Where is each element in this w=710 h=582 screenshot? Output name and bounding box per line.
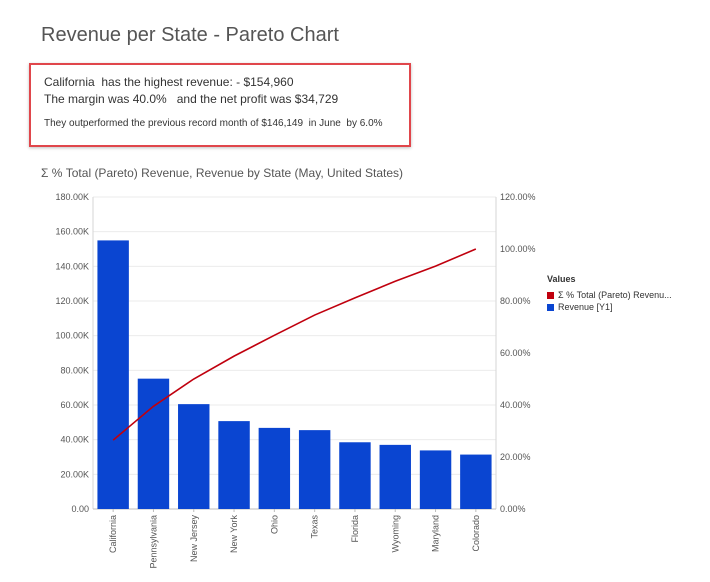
legend-item-revenue[interactable]: Revenue [Y1] — [547, 301, 672, 313]
y-left-tick-label: 100.00K — [55, 331, 89, 341]
x-tick-label: Maryland — [431, 515, 441, 552]
bar-texas — [298, 430, 331, 509]
x-tick-label: Texas — [310, 515, 320, 539]
y-right-tick-label: 100.00% — [500, 244, 536, 254]
y-right-tick-label: 80.00% — [500, 296, 531, 306]
page-title: Revenue per State - Pareto Chart — [41, 24, 339, 46]
y-left-tick-label: 180.00K — [55, 192, 89, 202]
y-right-tick-label: 40.00% — [500, 400, 531, 410]
callout-line-highest-revenue: California has the highest revenue: - $1… — [44, 75, 294, 89]
y-right-tick-label: 120.00% — [500, 192, 536, 202]
y-left-tick-label: 120.00K — [55, 296, 89, 306]
legend-item-pareto[interactable]: Σ % Total (Pareto) Revenu... — [547, 289, 672, 301]
bar-new-york — [218, 421, 250, 509]
legend-swatch-pareto — [547, 291, 554, 299]
x-tick-label: Florida — [350, 515, 360, 543]
chart-title: Σ % Total (Pareto) Revenue, Revenue by S… — [41, 166, 404, 180]
bar-new-jersey — [178, 404, 210, 509]
y-left-tick-label: 80.00K — [60, 365, 89, 375]
y-right-tick-label: 0.00% — [500, 504, 526, 514]
x-tick-label: California — [108, 515, 118, 553]
legend-label-revenue: Revenue [Y1] — [558, 302, 613, 312]
highlight-callout: California has the highest revenue: - $1… — [29, 63, 411, 147]
x-tick-label: Colorado — [471, 515, 481, 552]
chart-legend: Values Σ % Total (Pareto) Revenu... Reve… — [547, 274, 672, 313]
x-tick-label: New York — [229, 515, 239, 554]
bar-california — [97, 240, 129, 510]
y-left-tick-label: 60.00K — [60, 400, 89, 410]
y-left-tick-label: 20.00K — [60, 469, 89, 479]
bar-pennsylvania — [137, 378, 170, 509]
bar-maryland — [419, 450, 452, 509]
y-left-tick-label: 40.00K — [60, 435, 89, 445]
y-right-tick-label: 60.00% — [500, 348, 531, 358]
legend-swatch-revenue — [547, 303, 554, 311]
x-tick-label: Wyoming — [390, 515, 400, 552]
y-left-tick-label: 140.00K — [55, 261, 89, 271]
x-tick-label: Pennsylvania — [148, 515, 158, 569]
bar-florida — [339, 442, 371, 509]
callout-line-margin: The margin was 40.0% and the net profit … — [44, 92, 339, 106]
legend-label-pareto: Σ % Total (Pareto) Revenu... — [558, 290, 672, 300]
y-left-tick-label: 0.00 — [71, 504, 89, 514]
callout-line-record: They outperformed the previous record mo… — [44, 118, 383, 129]
bar-colorado — [460, 454, 492, 509]
bar-ohio — [258, 427, 291, 509]
legend-title: Values — [547, 274, 576, 284]
y-right-tick-label: 20.00% — [500, 452, 531, 462]
x-tick-label: New Jersey — [189, 515, 199, 563]
bar-wyoming — [379, 444, 411, 509]
y-left-tick-label: 160.00K — [55, 227, 89, 237]
x-tick-label: Ohio — [269, 515, 279, 534]
pareto-line — [112, 248, 477, 441]
